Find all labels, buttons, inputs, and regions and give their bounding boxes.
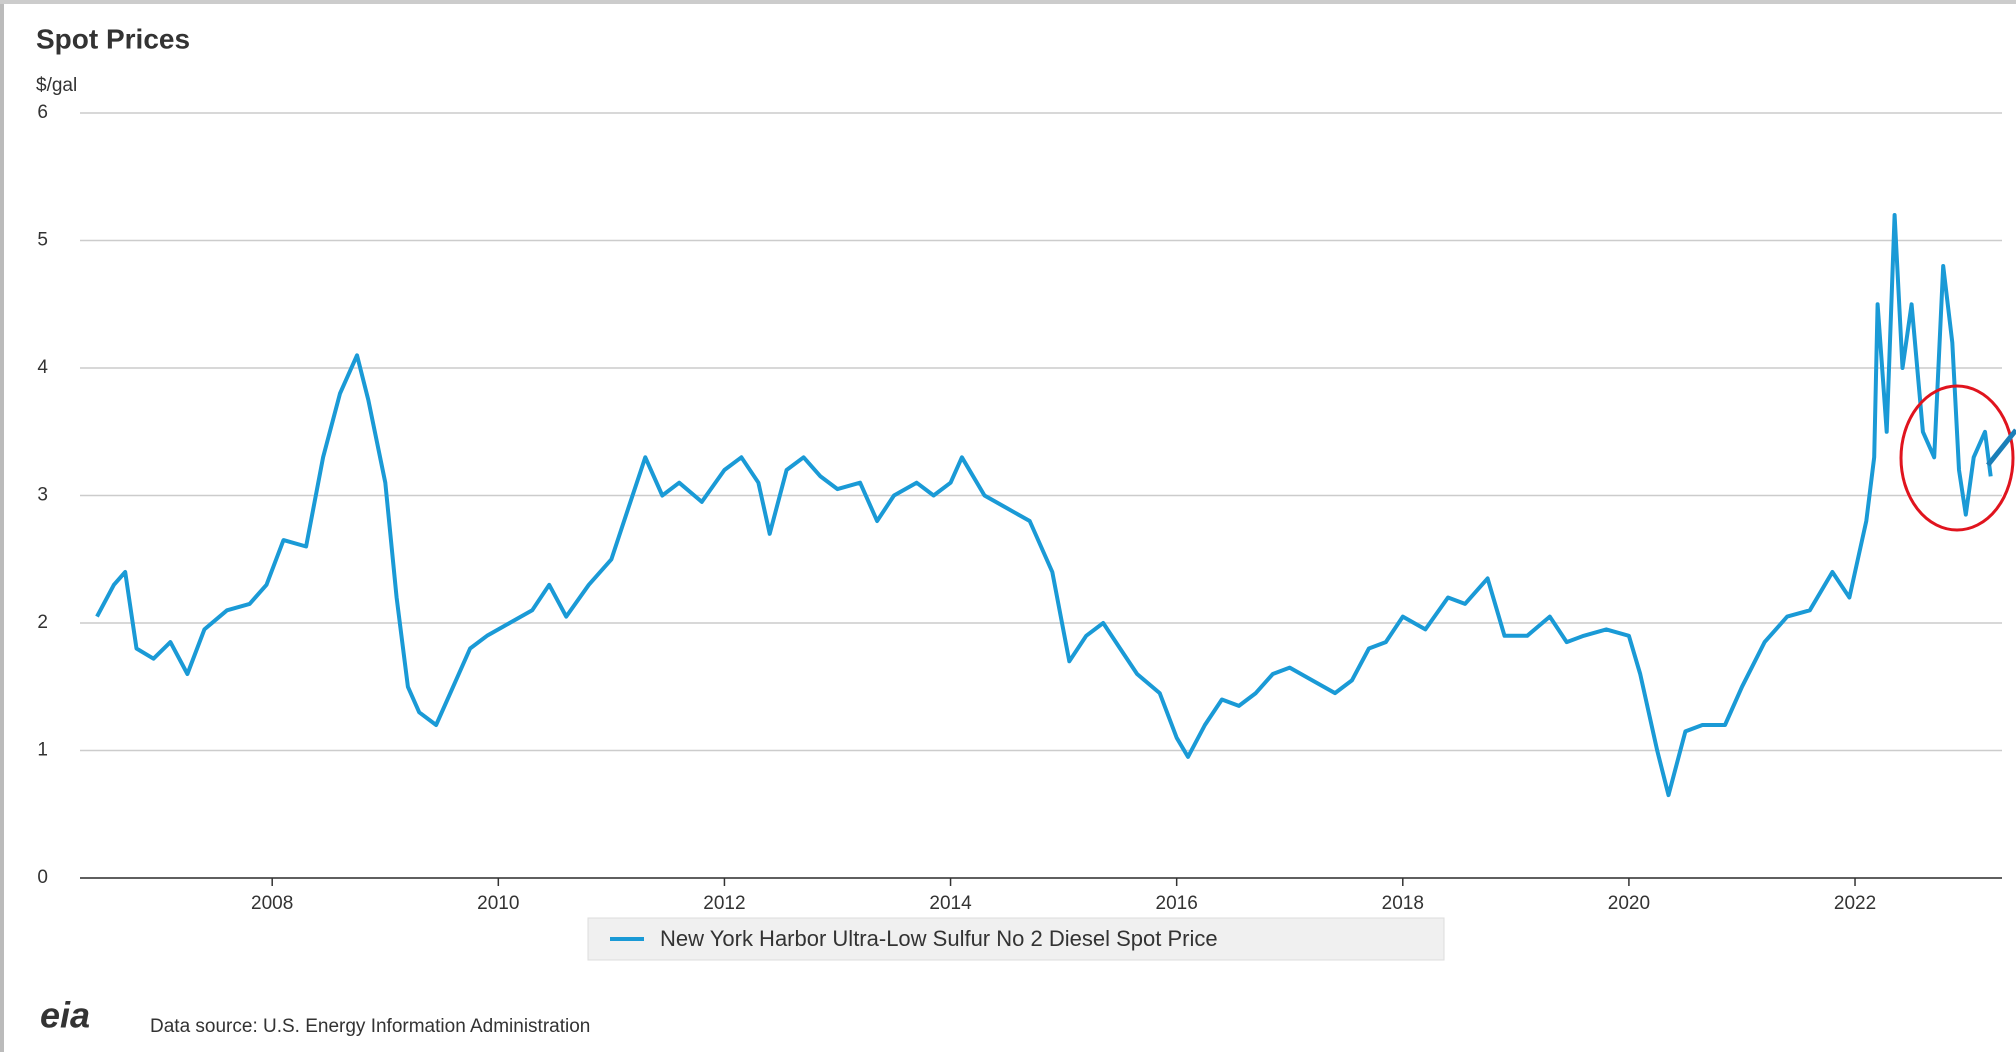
arrow	[1986, 428, 2016, 467]
y-tick-label: 3	[37, 485, 48, 506]
logo: eia	[40, 995, 90, 1036]
x-tick-label: 2022	[1834, 893, 1876, 914]
x-tick-label: 2020	[1608, 893, 1650, 914]
legend-label: New York Harbor Ultra-Low Sulfur No 2 Di…	[660, 926, 1218, 951]
y-axis-label: $/gal	[36, 75, 77, 96]
legend-box	[587, 917, 1445, 961]
x-tick-label: 2012	[703, 893, 745, 914]
highlight-circle	[1899, 384, 2015, 532]
chart-title: Spot Prices	[36, 23, 190, 54]
y-tick-label: 1	[37, 740, 48, 761]
x-tick-label: 2016	[1156, 893, 1198, 914]
y-tick-label: 2	[37, 612, 48, 633]
x-tick-label: 2008	[251, 893, 293, 914]
y-tick-label: 5	[37, 230, 48, 251]
x-tick-label: 2010	[477, 893, 519, 914]
plot: 0 1 2 3 4 5 6 2008 2010 2012 2014 2016 2018 2020 2022	[37, 102, 2002, 914]
y-tick-label: 4	[37, 357, 48, 378]
x-tick-label: 2014	[929, 893, 972, 914]
y-tick-label: 6	[37, 102, 48, 123]
source-note: Data source: U.S. Energy Information Adm…	[150, 1016, 590, 1037]
y-tick-label: 0	[37, 867, 48, 888]
series-line	[95, 213, 1993, 798]
x-tick-label: 2018	[1382, 893, 1424, 914]
